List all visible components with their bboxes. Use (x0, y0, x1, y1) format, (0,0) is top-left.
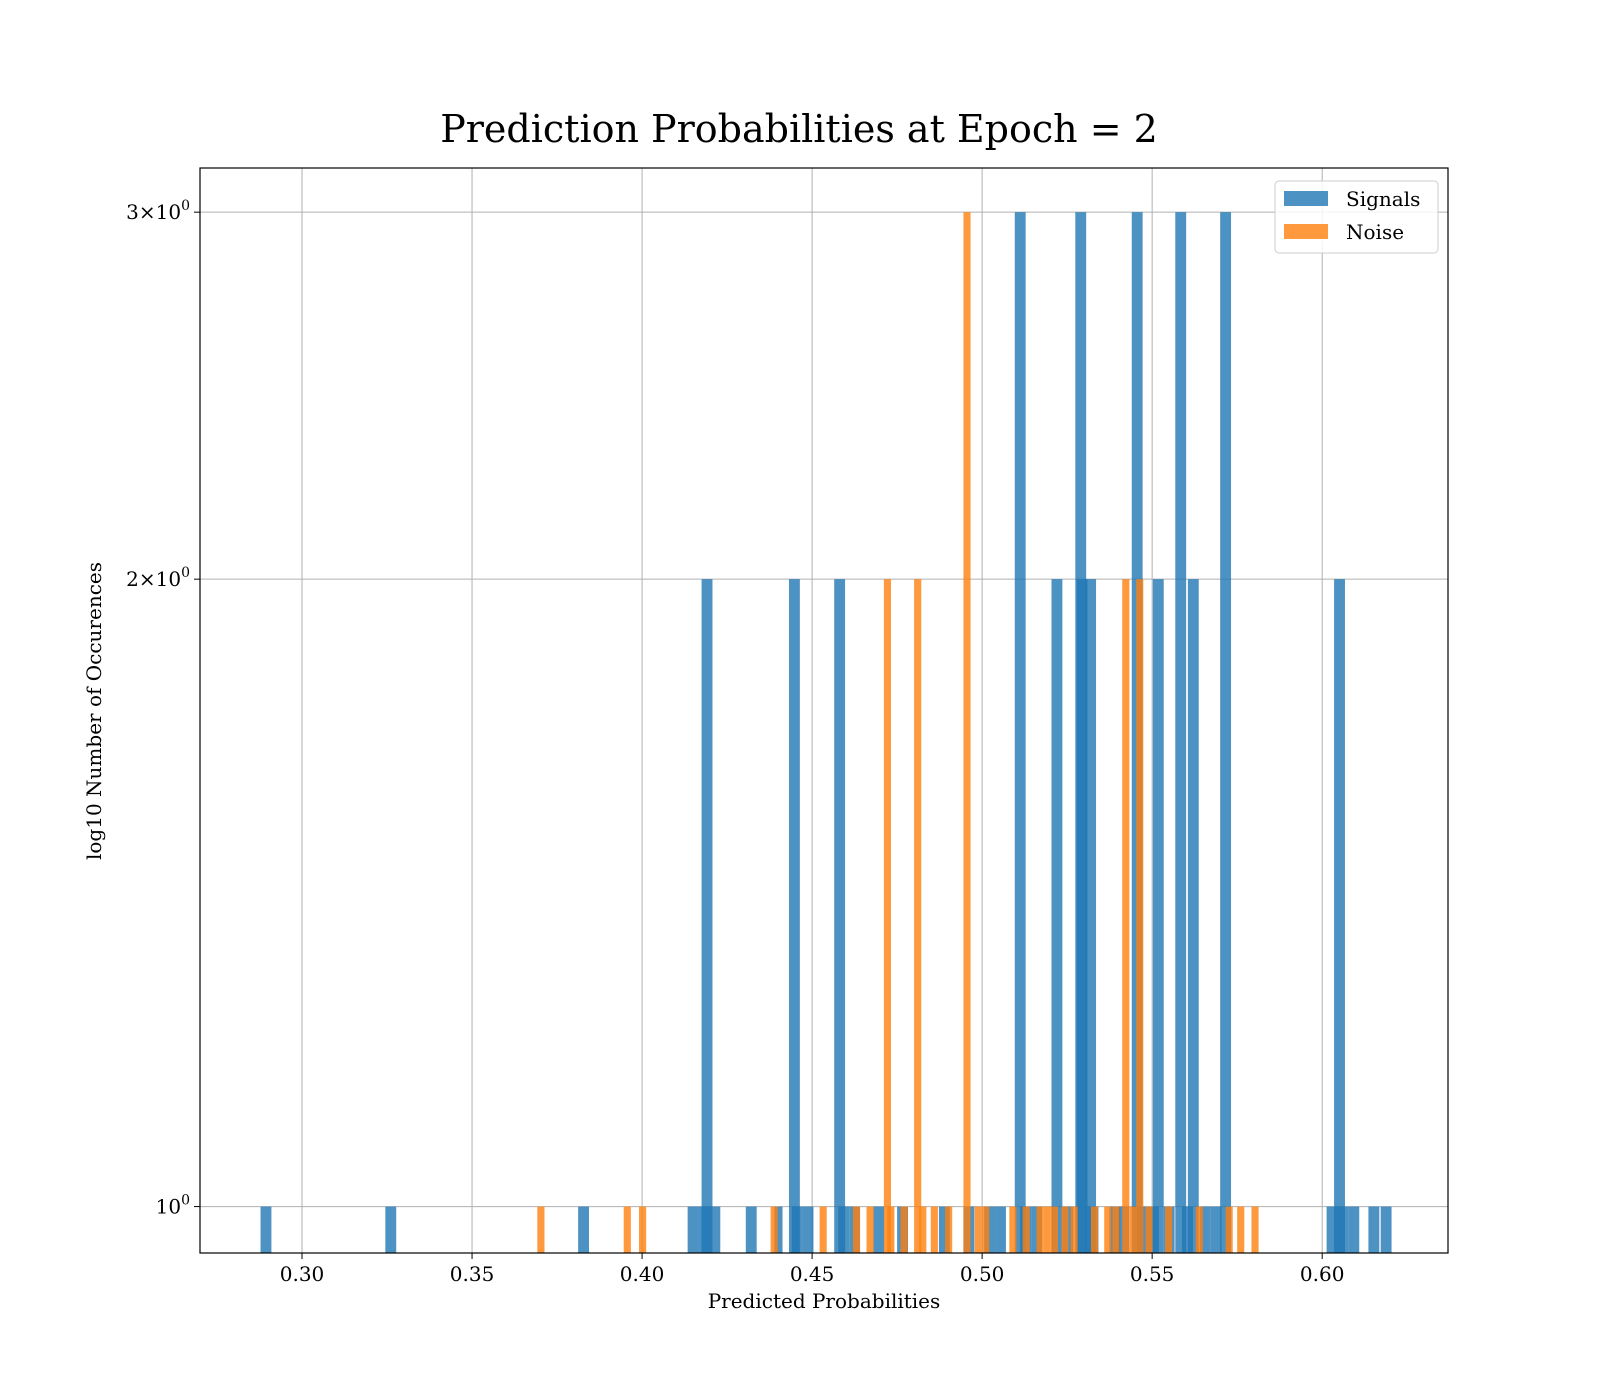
legend-label-signals: Signals (1346, 187, 1420, 211)
y-tick-label: 3×100 (126, 198, 190, 224)
histogram-bar (1112, 1206, 1120, 1253)
histogram-bar (963, 212, 971, 1253)
histogram-bar (819, 1206, 827, 1253)
histogram-bar (701, 579, 713, 1253)
histogram-bar (1022, 1206, 1030, 1253)
legend-swatch-signals (1284, 191, 1328, 206)
histogram-bar (866, 1206, 874, 1253)
histogram-bar (995, 1206, 1006, 1253)
plot-frame (199, 167, 1449, 1254)
histogram-bar (919, 1206, 927, 1253)
legend-swatch-noise (1284, 224, 1328, 239)
histogram-bar (1136, 579, 1144, 1253)
legend-label-noise: Noise (1346, 220, 1404, 244)
histogram-bar (1368, 1206, 1380, 1253)
histogram-bar (914, 579, 922, 1253)
x-tick-label: 0.30 (280, 1262, 325, 1286)
histogram-bar (1220, 212, 1232, 1253)
histogram-bar (1237, 1206, 1245, 1253)
histogram-bar (1380, 1206, 1392, 1253)
histogram-bar (385, 1206, 397, 1253)
histogram-bar (1129, 1206, 1137, 1253)
histogram-bar (802, 1206, 814, 1253)
histogram-bar (774, 1206, 783, 1253)
histogram-bar (1043, 1206, 1051, 1253)
x-axis-ticks: 0.30 0.35 0.40 0.45 0.50 0.55 0.60 (280, 1253, 1345, 1286)
series-signals (260, 212, 1392, 1253)
histogram-bar (834, 579, 846, 1253)
histogram-bar (578, 1206, 590, 1253)
histogram-bar (1225, 1206, 1233, 1253)
series-noise (537, 212, 1259, 1253)
x-axis-label: Predicted Probabilities (708, 1289, 941, 1313)
histogram-bar (1076, 579, 1088, 1253)
histogram-bar (945, 1206, 953, 1253)
bars (260, 212, 1392, 1253)
x-tick-label: 0.40 (620, 1262, 665, 1286)
histogram-bar (1152, 579, 1164, 1253)
histogram-bar (974, 1206, 982, 1253)
chart-title: Prediction Probabilities at Epoch = 2 (440, 107, 1158, 151)
histogram-bar (887, 1206, 895, 1253)
histogram-bar (900, 1206, 908, 1253)
histogram-bar (1348, 1206, 1360, 1253)
histogram-bar (1187, 579, 1199, 1253)
grid-lines (200, 168, 1448, 1253)
histogram-bar (687, 1206, 699, 1253)
histogram-bar (883, 579, 891, 1253)
histogram-bar (709, 1206, 721, 1253)
histogram-bar (873, 1206, 885, 1253)
y-tick-label: 100 (156, 1193, 190, 1219)
histogram-bar (1182, 1206, 1193, 1253)
histogram-bar (770, 1206, 778, 1253)
x-tick-label: 0.45 (790, 1262, 835, 1286)
histogram-bar (1014, 212, 1026, 1253)
x-tick-label: 0.60 (1300, 1262, 1345, 1286)
histogram-bar (1009, 1206, 1017, 1253)
y-axis-ticks: 100 2×100 3×100 (126, 198, 200, 1219)
histogram-bar (1199, 1206, 1211, 1253)
histogram-bar (1061, 1206, 1069, 1253)
histogram-bar (1070, 1206, 1078, 1253)
histogram-bar (982, 1206, 990, 1253)
histogram-bar (788, 579, 800, 1253)
histogram-bar (1326, 1206, 1338, 1253)
histogram-bar (1122, 579, 1130, 1253)
histogram-bar (938, 1206, 950, 1253)
histogram-bar (260, 1206, 272, 1253)
histogram-bar (1334, 579, 1345, 1253)
histogram-bar (1337, 1206, 1349, 1253)
histogram-bar (1195, 1206, 1203, 1253)
legend: Signals Noise (1274, 180, 1439, 254)
histogram-bar (1145, 1206, 1153, 1253)
histogram-bar (537, 1206, 545, 1253)
x-tick-label: 0.50 (960, 1262, 1005, 1286)
histogram-bar (1050, 1206, 1058, 1253)
histogram-bar (852, 1206, 861, 1253)
histogram-bar (1104, 1206, 1112, 1253)
histogram-bar (1031, 1206, 1042, 1253)
histogram-bar (1175, 212, 1187, 1253)
histogram-bar (838, 1206, 850, 1253)
histogram-bar (1251, 1206, 1259, 1253)
histogram-bar (791, 1206, 803, 1253)
histogram-bar (1051, 579, 1063, 1253)
x-tick-label: 0.55 (1130, 1262, 1175, 1286)
x-tick-label: 0.35 (450, 1262, 495, 1286)
histogram-bar (930, 1206, 938, 1253)
histogram-bar (984, 1206, 996, 1253)
y-tick-label: 2×100 (126, 565, 190, 591)
y-axis-label: log10 Number of Occurences (82, 562, 106, 860)
histogram-bar (623, 1206, 631, 1253)
histogram-bar (639, 1206, 647, 1253)
histogram-bar (1165, 1206, 1173, 1253)
histogram-bar (1090, 1206, 1099, 1253)
histogram-bar (745, 1206, 757, 1253)
histogram-bar (1210, 1206, 1222, 1253)
histogram-bar (1085, 579, 1097, 1253)
histogram-bar (1036, 1206, 1044, 1253)
